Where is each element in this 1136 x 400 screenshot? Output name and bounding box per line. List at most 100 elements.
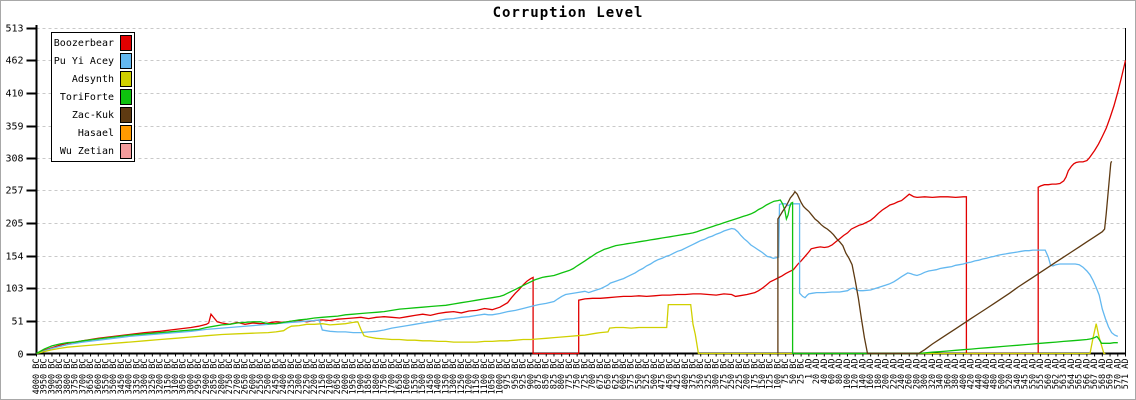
x-tick-label: 425 BC bbox=[673, 359, 683, 390]
y-tick-label: 103 bbox=[5, 284, 23, 295]
x-tick-label: 50 BC bbox=[789, 359, 799, 385]
x-tick-label: 60 AD bbox=[828, 359, 838, 385]
x-tick-label: 2800 BC bbox=[217, 359, 227, 395]
y-tick-label: 462 bbox=[5, 56, 23, 67]
x-tick-label: 3100 BC bbox=[171, 359, 181, 395]
x-tick-label: 545 AD bbox=[1021, 359, 1031, 390]
x-tick-label: 440 AD bbox=[974, 359, 984, 390]
x-tick-label: 75 BC bbox=[781, 359, 791, 385]
legend-swatch bbox=[120, 107, 132, 123]
x-tick-label: 2350 BC bbox=[287, 359, 297, 395]
x-tick-label: 568 AD bbox=[1098, 359, 1108, 390]
x-tick-label: 500 AD bbox=[997, 359, 1007, 390]
x-tick-label: 220 AD bbox=[889, 359, 899, 390]
x-tick-label: 180 AD bbox=[874, 359, 884, 390]
y-tick-label: 205 bbox=[5, 219, 23, 230]
legend-swatch bbox=[120, 71, 132, 87]
series-line-pu-yi-acey bbox=[36, 203, 1119, 355]
legend-swatch bbox=[120, 35, 132, 51]
x-tick-label: 380 AD bbox=[951, 359, 961, 390]
x-tick-label: 950 BC bbox=[511, 359, 521, 390]
x-tick-label: 1250 BC bbox=[457, 359, 467, 395]
x-tick-label: 3400 BC bbox=[125, 359, 135, 395]
x-tick-label: 475 BC bbox=[658, 359, 668, 390]
x-tick-label: 400 BC bbox=[681, 359, 691, 390]
x-tick-label: 571 AD bbox=[1121, 359, 1131, 390]
x-tick-label: 1700 BC bbox=[387, 359, 397, 395]
x-tick-label: 555 AD bbox=[1036, 359, 1046, 390]
x-tick-label: 1100 BC bbox=[480, 359, 490, 395]
x-tick-label: 25 BC bbox=[797, 359, 807, 385]
x-tick-label: 2000 BC bbox=[341, 359, 351, 395]
series-line-boozerbear bbox=[36, 60, 1127, 355]
x-tick-label: 3750 BC bbox=[71, 359, 81, 395]
x-tick-label: 2050 BC bbox=[333, 359, 343, 395]
x-tick-label: 560 AD bbox=[1044, 359, 1054, 390]
x-tick-label: 2400 BC bbox=[279, 359, 289, 395]
x-tick-label: 300 AD bbox=[920, 359, 930, 390]
legend-swatch bbox=[120, 89, 132, 105]
legend-item: Pu Yi Acey bbox=[52, 53, 134, 70]
legend-label: Pu Yi Acey bbox=[53, 55, 114, 67]
x-tick-label: 3950 BC bbox=[40, 359, 50, 395]
legend: Boozerbear Pu Yi Acey Adsynth ToriForte Zac-… bbox=[51, 32, 135, 162]
x-tick-label: 160 AD bbox=[866, 359, 876, 390]
series-line-toriforte bbox=[36, 199, 1118, 355]
legend-item: Wu Zetian bbox=[52, 143, 134, 160]
x-tick-label: 800 BC bbox=[557, 359, 567, 390]
x-tick-label: 1600 BC bbox=[403, 359, 413, 395]
legend-label: ToriForte bbox=[59, 91, 114, 103]
x-tick-label: 1750 BC bbox=[380, 359, 390, 395]
x-tick-label: 2100 BC bbox=[325, 359, 335, 395]
x-tick-label: 570 AD bbox=[1113, 359, 1123, 390]
legend-item: Boozerbear bbox=[52, 35, 134, 52]
x-tick-label: 20 AD bbox=[812, 359, 822, 385]
x-tick-label: 3350 BC bbox=[132, 359, 142, 395]
x-tick-label: 1200 BC bbox=[465, 359, 475, 395]
x-tick-label: 375 BC bbox=[688, 359, 698, 390]
x-tick-label: 140 AD bbox=[858, 359, 868, 390]
x-tick-label: 2150 BC bbox=[318, 359, 328, 395]
x-tick-label: 280 AD bbox=[912, 359, 922, 390]
x-tick-label: 3700 BC bbox=[78, 359, 88, 395]
x-tick-label: 320 AD bbox=[928, 359, 938, 390]
x-tick-label: 460 AD bbox=[982, 359, 992, 390]
x-tick-label: 750 BC bbox=[573, 359, 583, 390]
y-tick-label: 513 bbox=[5, 24, 23, 35]
x-tick-label: 564 AD bbox=[1067, 359, 1077, 390]
x-tick-label: 725 BC bbox=[580, 359, 590, 390]
x-tick-label: 1350 BC bbox=[441, 359, 451, 395]
legend-swatch bbox=[120, 143, 132, 159]
y-tick-label: 257 bbox=[5, 186, 23, 197]
x-tick-label: 567 AD bbox=[1090, 359, 1100, 390]
x-tick-label: 360 AD bbox=[943, 359, 953, 390]
x-tick-label: 400 AD bbox=[959, 359, 969, 390]
x-tick-label: 500 BC bbox=[650, 359, 660, 390]
legend-swatch bbox=[120, 125, 132, 141]
x-tick-label: 100 BC bbox=[773, 359, 783, 390]
x-tick-label: 420 AD bbox=[967, 359, 977, 390]
x-tick-label: 3200 BC bbox=[156, 359, 166, 395]
x-tick-label: 3850 BC bbox=[55, 359, 65, 395]
x-tick-label: 3050 BC bbox=[179, 359, 189, 395]
x-tick-label: 325 BC bbox=[704, 359, 714, 390]
x-tick-label: 350 BC bbox=[696, 359, 706, 390]
x-tick-label: 1500 BC bbox=[418, 359, 428, 395]
x-tick-label: 40 AD bbox=[820, 359, 830, 385]
y-tick-label: 308 bbox=[5, 154, 23, 165]
x-tick-label: 2250 BC bbox=[302, 359, 312, 395]
x-tick-label: 340 AD bbox=[936, 359, 946, 390]
y-tick-label: 51 bbox=[11, 317, 23, 328]
x-tick-label: 1050 BC bbox=[488, 359, 498, 395]
legend-label: Boozerbear bbox=[53, 37, 114, 49]
x-tick-label: 775 BC bbox=[565, 359, 575, 390]
x-tick-label: 1000 BC bbox=[495, 359, 505, 395]
legend-label: Zac-Kuk bbox=[71, 109, 114, 121]
x-tick-label: 3550 BC bbox=[102, 359, 112, 395]
x-tick-label: 1850 BC bbox=[364, 359, 374, 395]
x-tick-label: 2650 BC bbox=[241, 359, 251, 395]
x-tick-label: 2950 BC bbox=[194, 359, 204, 395]
x-tick-label: 550 AD bbox=[1028, 359, 1038, 390]
y-tick-label: 0 bbox=[17, 350, 23, 361]
